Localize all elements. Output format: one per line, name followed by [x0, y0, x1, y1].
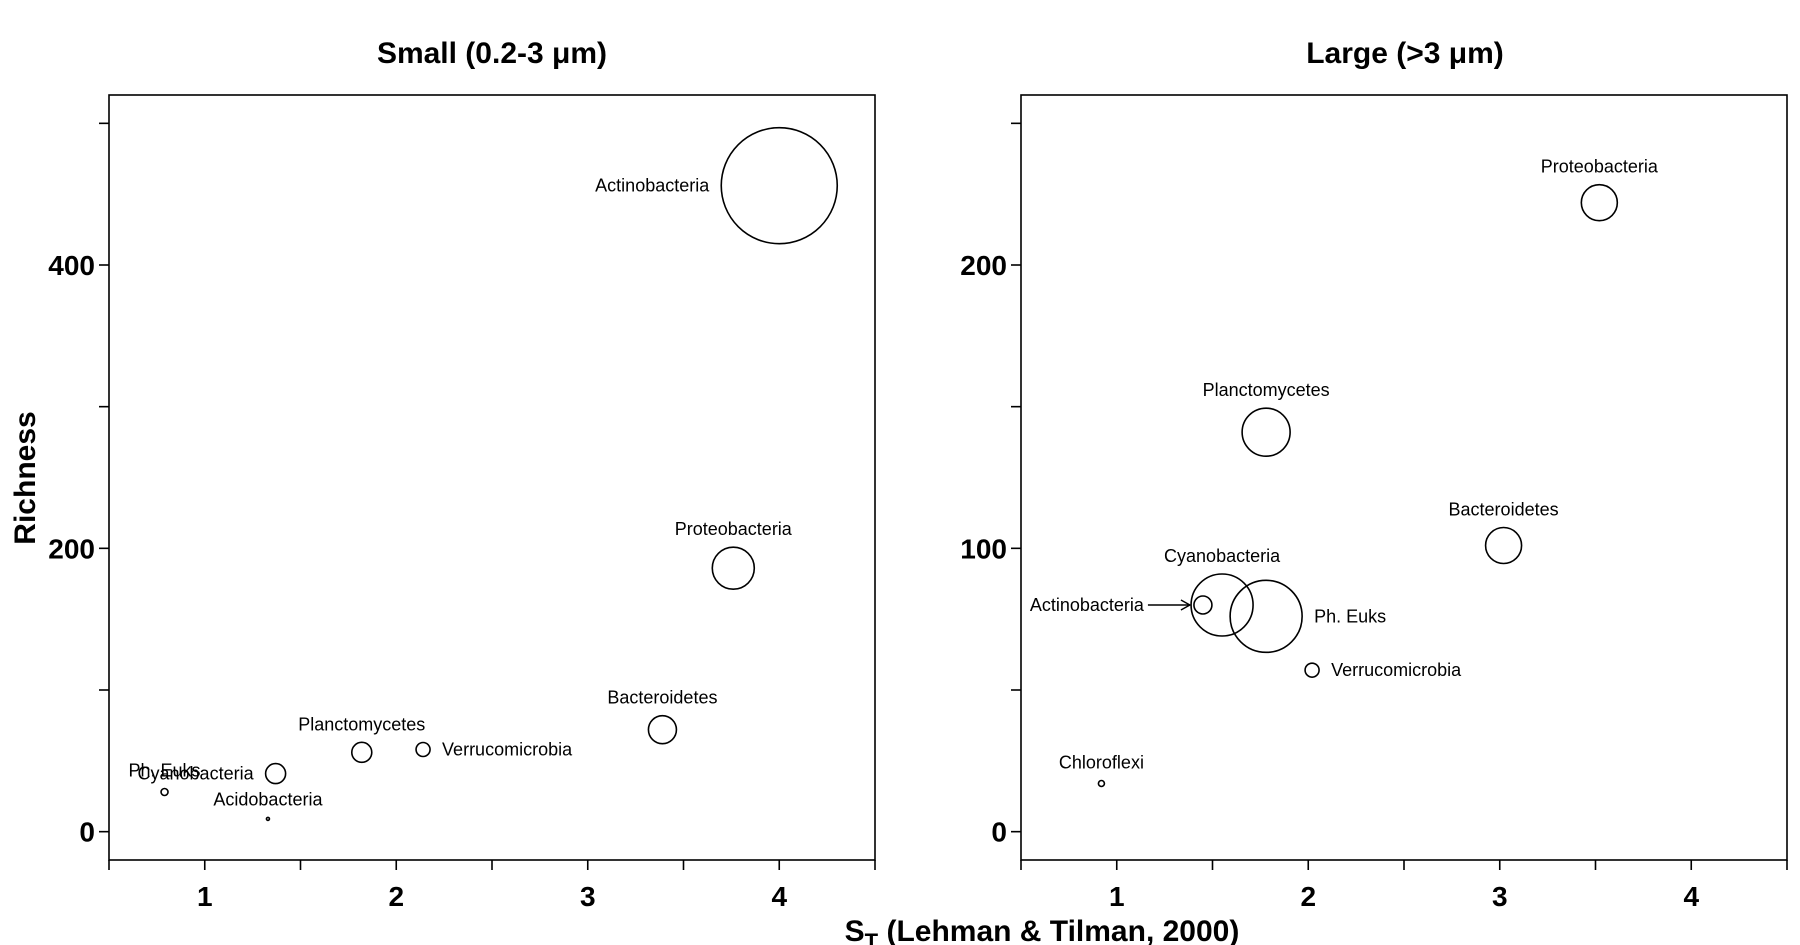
x-tick-label: 2 [1300, 881, 1316, 912]
bubble-ph-euks [160, 787, 169, 797]
bubble-label-planctomycetes: Planctomycetes [298, 714, 425, 734]
bubble-label-actinobacteria: Actinobacteria [1030, 595, 1145, 615]
panel-large: Large (>3 μm) 1 2 3 4 0 100 200 Proteobacteria… [960, 37, 1788, 912]
bubble-label-ph-euks: Ph. Euks [1314, 606, 1386, 626]
x-axis-title-subscript: T [865, 929, 879, 945]
bubble-proteobacteria [1580, 183, 1619, 222]
bubble-bacteroidetes [1484, 526, 1523, 565]
x-tick-label: 4 [771, 881, 787, 912]
bubble-bacteroidetes [647, 714, 678, 745]
bubble-acidobacteria [265, 816, 271, 822]
y-tick-label: 0 [991, 817, 1007, 848]
x-tick-label: 3 [580, 881, 596, 912]
bubble-ph-euks [1229, 579, 1303, 654]
bubble-chloroflexi [1097, 779, 1106, 788]
bubble-label-chloroflexi: Chloroflexi [1059, 753, 1144, 773]
x-tick-label: 3 [1492, 881, 1508, 912]
label-arrowhead [1180, 599, 1192, 611]
bubbles-small: Actinobacteria Proteobacteria Bacteroidete… [129, 126, 839, 822]
bubble-label-bacteroidetes: Bacteroidetes [1449, 500, 1559, 520]
x-axis-title-rest: (Lehman & Tilman, 2000) [878, 915, 1239, 945]
x-tick-label: 2 [388, 881, 404, 912]
bubble-label-bacteroidetes: Bacteroidetes [607, 688, 717, 708]
bubble-label-ph-euks: Ph. Euks [129, 761, 201, 781]
y-axis-title: Richness [9, 411, 42, 544]
bubble-actinobacteria [1193, 595, 1213, 615]
x-tick-label: 1 [197, 881, 213, 912]
bubble-verrucomicrobia [1304, 662, 1320, 678]
x-tick-label: 4 [1683, 881, 1699, 912]
y-tick-label: 100 [960, 533, 1007, 564]
y-tick-label: 200 [960, 250, 1007, 281]
panel-title-small: Small (0.2-3 μm) [377, 37, 607, 70]
y-tick-label: 0 [79, 817, 95, 848]
bubbles-large: Proteobacteria Planctomycetes Bacteroidete… [1030, 157, 1659, 788]
x-axis-title: ST (Lehman & Tilman, 2000) [845, 915, 1240, 945]
panel-small: Small (0.2-3 μm) 1 2 3 4 0 200 400 Actinobacte… [48, 37, 876, 912]
bubble-label-cyanobacteria: Cyanobacteria [1164, 546, 1281, 566]
y-tick-label: 400 [48, 250, 95, 281]
bubble-label-actinobacteria: Actinobacteria [595, 176, 710, 196]
panel-title-large: Large (>3 μm) [1306, 37, 1504, 70]
bubble-label-planctomycetes: Planctomycetes [1203, 380, 1330, 400]
bubble-verrucomicrobia [415, 741, 431, 758]
x-axis-title-main: S [845, 915, 865, 945]
bubble-label-acidobacteria: Acidobacteria [213, 789, 323, 809]
axis-ticks-large: 1 2 3 4 0 100 200 [960, 122, 1788, 912]
bubble-label-verrucomicrobia: Verrucomicrobia [1331, 660, 1462, 680]
x-tick-label: 1 [1109, 881, 1125, 912]
bubble-cyanobacteria [1190, 573, 1254, 637]
bubble-proteobacteria [711, 546, 756, 590]
bubble-label-verrucomicrobia: Verrucomicrobia [442, 740, 573, 760]
bubble-label-proteobacteria: Proteobacteria [675, 519, 793, 539]
bubble-label-proteobacteria: Proteobacteria [1541, 157, 1659, 177]
axis-ticks-small: 1 2 3 4 0 200 400 [48, 122, 876, 912]
plot-frame-large [1020, 94, 1788, 861]
y-tick-label: 200 [48, 533, 95, 564]
bubble-actinobacteria [720, 126, 839, 245]
bubble-label-cyanobacteria: Cyanobacteria [138, 764, 255, 784]
bubble-planctomycetes [350, 741, 373, 764]
bubble-planctomycetes [1241, 407, 1291, 457]
bubble-cyanobacteria [264, 762, 287, 785]
